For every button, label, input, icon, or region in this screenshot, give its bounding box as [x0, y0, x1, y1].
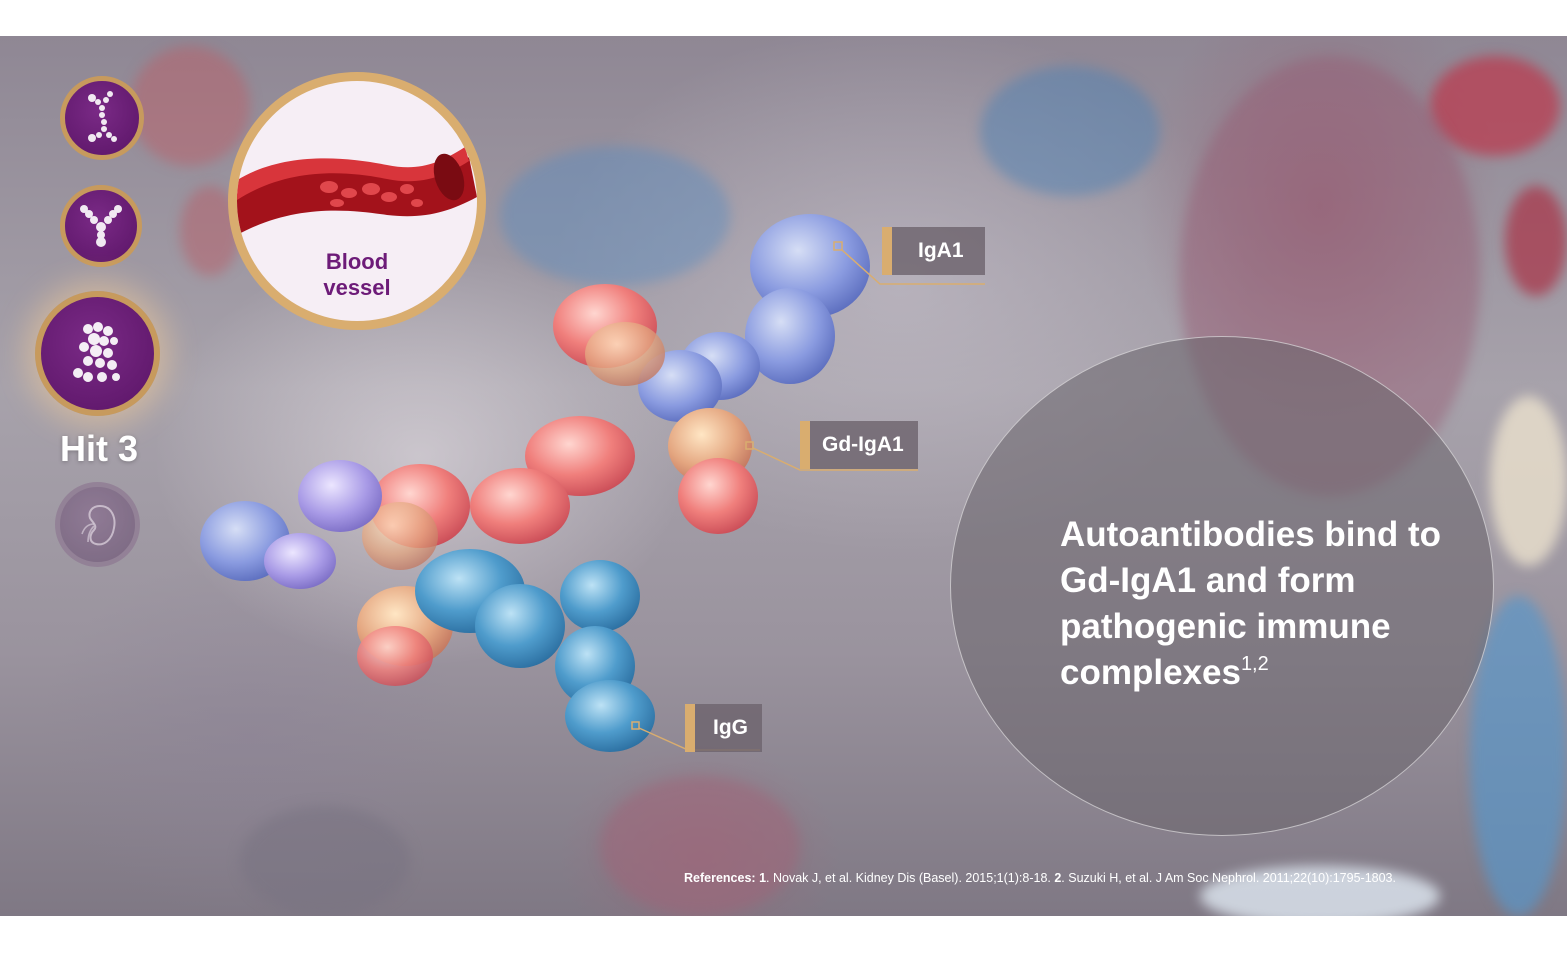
reference-2-text: . Suzuki H, et al. J Am Soc Nephrol. 201…: [1061, 871, 1396, 885]
hit-label: Hit 3: [60, 428, 139, 469]
callout-iga1-label: IgA1: [918, 239, 964, 262]
blood-vessel-inset: Blood vessel: [228, 72, 486, 330]
reference-1-text: . Novak J, et al. Kidney Dis (Basel). 20…: [766, 871, 1055, 885]
antibody-icon: [78, 203, 124, 249]
kidney-nav-button[interactable]: [55, 482, 140, 567]
blood-vessel-label: Blood vessel: [237, 249, 477, 301]
callout-igg-label: IgG: [713, 716, 748, 739]
background-molecule: [1200, 866, 1440, 916]
reference-1-number: 1: [759, 871, 767, 885]
statement-body: Autoantibodies bind to Gd-IgA1 and form …: [1060, 515, 1442, 692]
background-molecule: [1430, 56, 1560, 156]
callout-gd-iga1-label: Gd-IgA1: [822, 433, 904, 456]
immune-complex-illustration: [200, 214, 870, 752]
background-molecule: [980, 66, 1160, 196]
statement-circle: [950, 336, 1494, 836]
references-label: References:: [684, 871, 756, 885]
callout-igg: IgG: [685, 704, 762, 752]
callout-iga1: IgA1: [882, 227, 985, 275]
antibody-chain-nav-button[interactable]: [60, 76, 144, 160]
background-molecule: [130, 46, 250, 166]
blood-vessel-label-line2: vessel: [323, 275, 391, 300]
statement-text: Autoantibodies bind to Gd-IgA1 and form …: [1060, 512, 1480, 696]
blood-vessel-label-line1: Blood: [325, 249, 389, 274]
references: References: 1. Novak J, et al. Kidney Di…: [684, 871, 1396, 885]
background-molecule: [240, 806, 410, 916]
blood-vessel-icon: [237, 147, 477, 236]
background-molecule: [1490, 396, 1567, 566]
background-molecule: [1470, 596, 1567, 916]
background-molecule: [600, 776, 800, 916]
statement-citation: 1,2: [1240, 653, 1269, 675]
background-molecule: [500, 146, 730, 286]
background-molecule: [1505, 186, 1567, 296]
callout-gd-iga1: Gd-IgA1: [800, 421, 918, 469]
antibody-nav-button[interactable]: [60, 185, 142, 267]
immune-complex-nav-button[interactable]: [35, 291, 160, 416]
reference-2-number: 2: [1054, 871, 1062, 885]
immune-complex-icon: [66, 319, 130, 389]
kidney-icon: [78, 502, 118, 548]
antibody-chain-icon: [82, 90, 122, 146]
